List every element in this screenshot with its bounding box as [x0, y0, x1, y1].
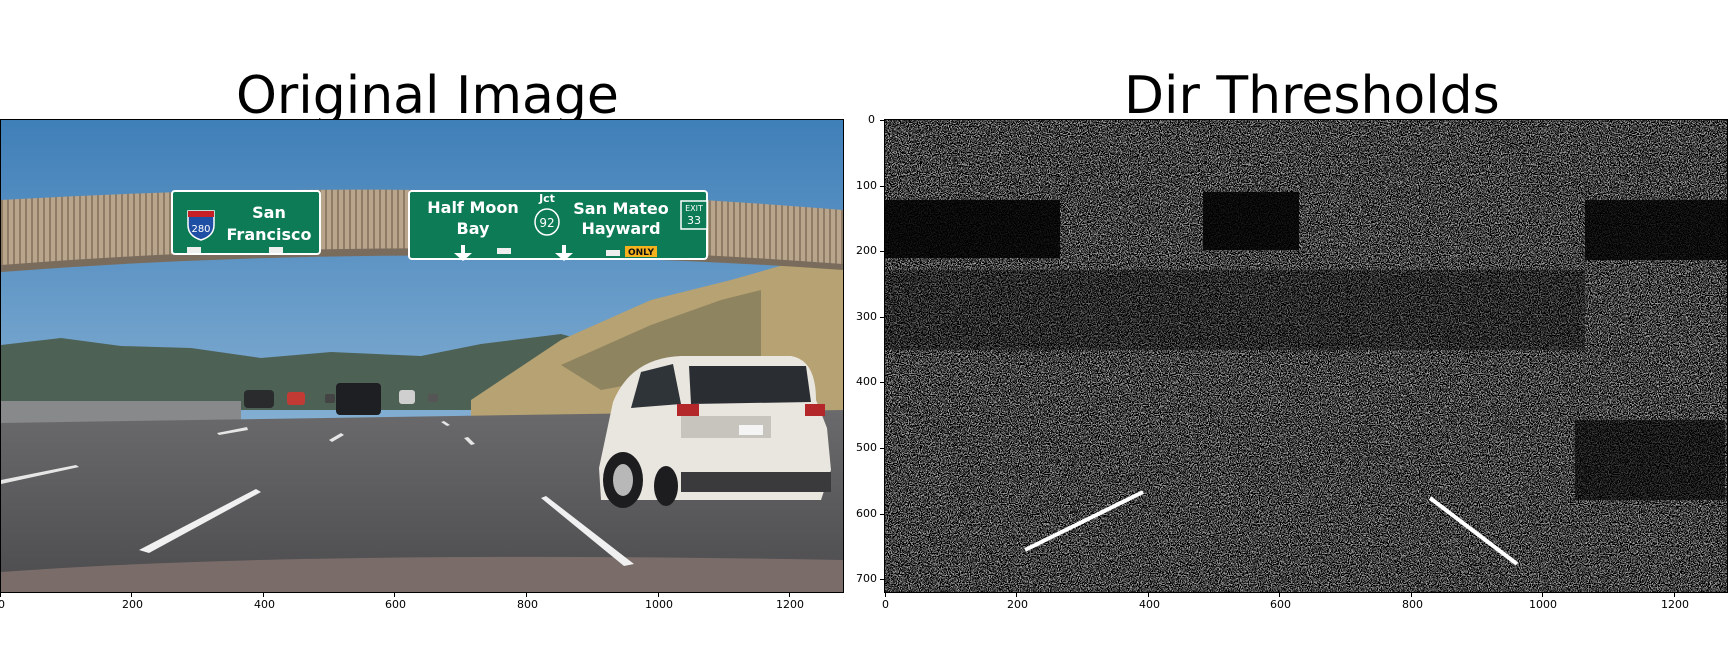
right-y-tick-mark: [880, 251, 884, 252]
right-y-tick-label: 100: [856, 179, 877, 192]
sign-san-francisco-line2: Francisco: [227, 225, 312, 244]
dir-threshold-image: [885, 120, 1727, 592]
left-x-tick-mark: [131, 593, 132, 597]
right-y-tick-label: 0: [868, 113, 875, 126]
right-y-tick-label: 400: [856, 375, 877, 388]
left-x-tick-label: 200: [122, 598, 143, 611]
right-x-tick-mark: [1279, 593, 1280, 597]
right-y-tick-mark: [880, 579, 884, 580]
right-y-tick-mark: [880, 448, 884, 449]
right-y-tick-mark: [880, 186, 884, 187]
right-panel-title: Dir Thresholds: [1124, 66, 1500, 126]
left-x-tick-mark: [394, 593, 395, 597]
right-y-tick-label: 300: [856, 310, 877, 323]
right-x-tick-mark: [885, 593, 886, 597]
left-x-tick-mark: [789, 593, 790, 597]
sign-san-mateo-line2: Hayward: [581, 219, 660, 238]
right-x-tick-label: 600: [1270, 598, 1291, 611]
left-x-tick-label: 0: [0, 598, 5, 611]
left-x-tick-label: 600: [385, 598, 406, 611]
left-x-tick-label: 1200: [776, 598, 804, 611]
exit-label: EXIT: [685, 204, 703, 213]
left-x-tick-label: 400: [254, 598, 275, 611]
right-y-tick-mark: [880, 514, 884, 515]
right-x-tick-label: 1000: [1529, 598, 1557, 611]
right-x-tick-label: 800: [1402, 598, 1423, 611]
right-x-tick-mark: [1016, 593, 1017, 597]
sign-half-moon-line2: Bay: [457, 219, 491, 238]
left-x-tick-mark: [526, 593, 527, 597]
road-photo: 280 San Francisco Half Moon Bay Jct 92 S…: [1, 120, 843, 592]
interstate-shield-number: 280: [191, 224, 210, 235]
only-label: ONLY: [628, 248, 655, 258]
original-image-frame: 280 San Francisco Half Moon Bay Jct 92 S…: [0, 119, 844, 593]
right-y-tick-label: 700: [856, 572, 877, 585]
right-x-tick-mark: [1674, 593, 1675, 597]
left-x-tick-mark: [658, 593, 659, 597]
right-y-tick-label: 500: [856, 441, 877, 454]
right-x-tick-label: 400: [1139, 598, 1160, 611]
right-x-tick-label: 1200: [1661, 598, 1689, 611]
right-x-tick-mark: [1411, 593, 1412, 597]
left-x-tick-mark: [263, 593, 264, 597]
right-y-tick-mark: [880, 317, 884, 318]
left-panel-title: Original Image: [236, 66, 619, 126]
right-x-tick-label: 200: [1007, 598, 1028, 611]
left-x-tick-label: 1000: [645, 598, 673, 611]
sign-san-francisco-line1: San: [252, 203, 286, 222]
right-x-tick-mark: [1542, 593, 1543, 597]
right-y-tick-mark: [880, 382, 884, 383]
exit-number: 33: [687, 214, 701, 227]
right-y-tick-label: 600: [856, 507, 877, 520]
right-y-tick-mark: [880, 120, 884, 121]
dir-threshold-frame: [884, 119, 1728, 593]
route-shield-number: 92: [539, 216, 554, 230]
right-x-tick-label: 0: [882, 598, 889, 611]
left-x-tick-label: 800: [517, 598, 538, 611]
left-x-tick-mark: [0, 593, 1, 597]
right-y-tick-label: 200: [856, 244, 877, 257]
right-x-tick-mark: [1148, 593, 1149, 597]
sign-san-mateo-line1: San Mateo: [573, 199, 669, 218]
sign-half-moon-line1: Half Moon: [427, 198, 519, 217]
sign-jct-label: Jct: [538, 192, 555, 205]
